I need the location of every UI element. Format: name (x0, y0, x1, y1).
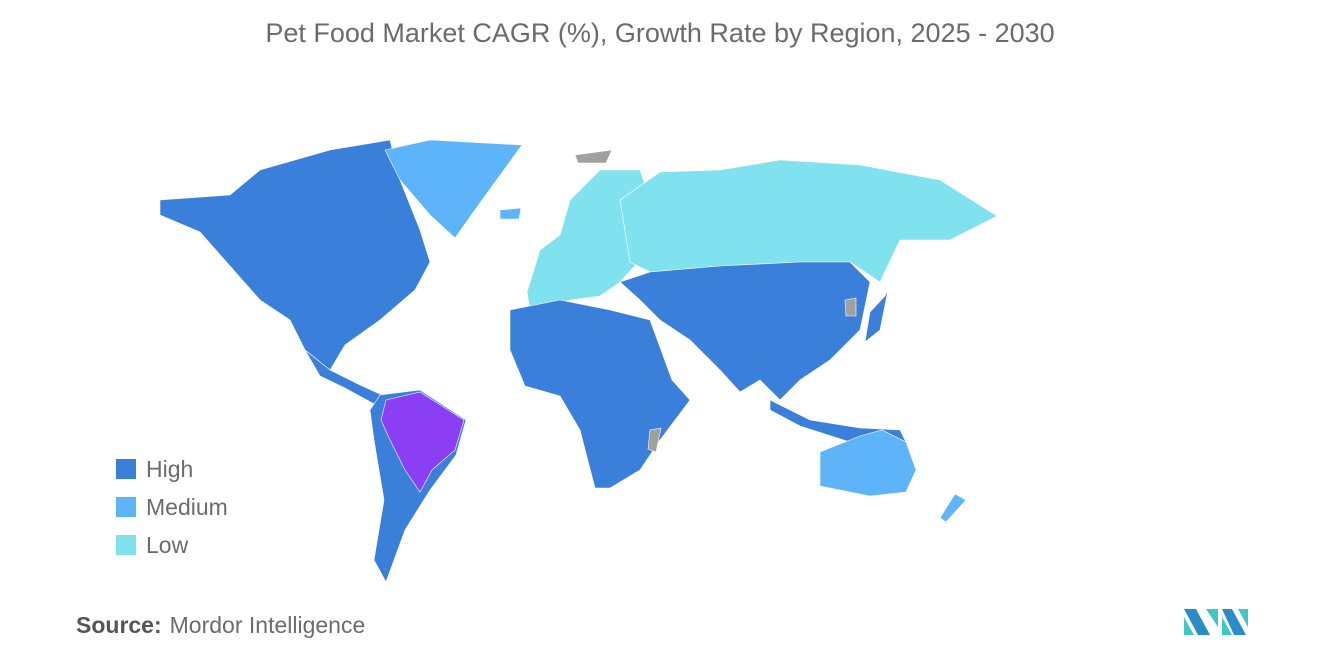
region-iceland (499, 207, 522, 220)
legend-label: High (146, 455, 194, 482)
legend-item-low: Low (116, 526, 228, 564)
legend-swatch-low (116, 535, 136, 555)
mordor-logo (1184, 609, 1248, 635)
region-new-zealand (939, 493, 967, 523)
source: Source: Mordor Intelligence (76, 612, 365, 639)
legend-swatch-medium (116, 497, 136, 517)
legend: High Medium Low (116, 450, 228, 564)
region-asia (619, 261, 871, 401)
region-brazil (380, 391, 465, 493)
region-australia (819, 429, 917, 497)
legend-label: Low (146, 531, 189, 558)
region-greenland (384, 139, 523, 239)
source-value: Mordor Intelligence (169, 612, 366, 638)
chart-title: Pet Food Market CAGR (%), Growth Rate by… (265, 18, 1055, 48)
legend-item-medium: Medium (116, 488, 228, 526)
region-svalbard (574, 149, 613, 164)
legend-label: Medium (146, 493, 228, 520)
legend-item-high: High (116, 450, 228, 488)
region-japan (864, 289, 889, 343)
source-label: Source: (76, 612, 162, 638)
region-korea (844, 297, 857, 317)
legend-swatch-high (116, 459, 136, 479)
region-africa (509, 299, 691, 489)
region-madagascar (647, 427, 662, 453)
region-north-america (159, 139, 431, 371)
